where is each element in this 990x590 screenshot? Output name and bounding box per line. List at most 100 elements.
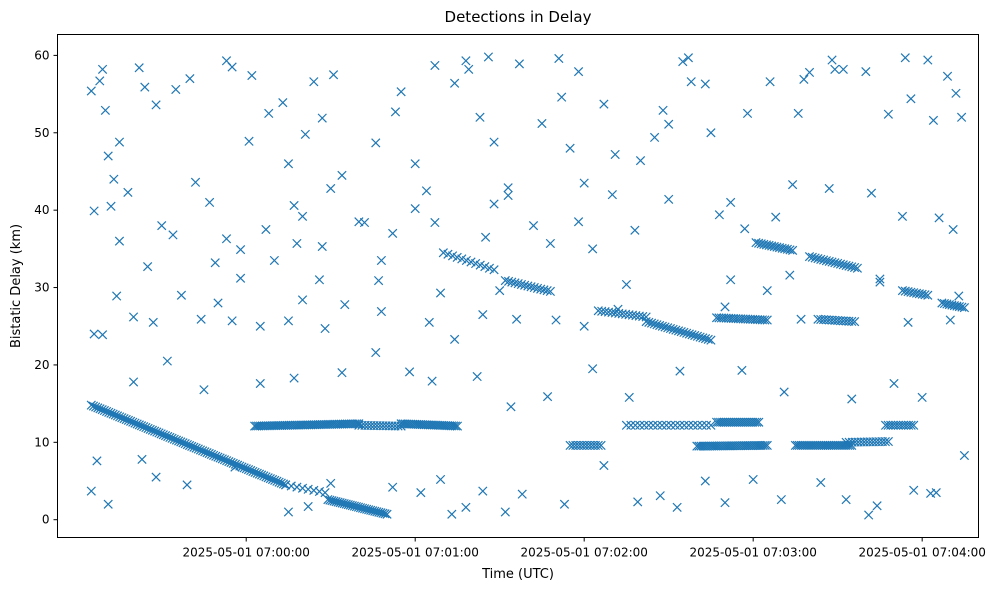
detection-marker bbox=[579, 321, 589, 331]
detection-marker bbox=[326, 183, 336, 194]
detection-marker bbox=[686, 77, 696, 87]
detection-marker bbox=[410, 203, 420, 214]
detection-marker bbox=[633, 497, 643, 507]
detection-marker bbox=[390, 107, 401, 117]
detection-marker bbox=[847, 262, 857, 272]
detection-marker bbox=[278, 479, 289, 489]
detection-marker bbox=[86, 486, 96, 496]
detection-marker bbox=[706, 420, 716, 430]
detection-marker bbox=[320, 323, 330, 334]
detection-marker bbox=[283, 159, 294, 169]
detection-marker bbox=[114, 236, 125, 246]
detection-marker bbox=[528, 221, 539, 231]
detection-marker bbox=[760, 315, 770, 325]
detection-marker bbox=[309, 485, 319, 496]
detection-marker bbox=[89, 329, 99, 339]
detection-marker bbox=[754, 417, 764, 427]
detection-marker bbox=[314, 275, 325, 285]
detection-marker bbox=[596, 440, 606, 451]
detection-marker bbox=[478, 486, 488, 496]
detection-marker bbox=[573, 217, 584, 227]
detection-marker bbox=[557, 92, 567, 102]
detection-marker bbox=[286, 481, 296, 491]
detection-marker bbox=[818, 255, 829, 265]
detection-marker bbox=[796, 314, 806, 324]
detection-marker bbox=[621, 279, 632, 290]
detection-marker bbox=[679, 420, 689, 430]
detection-marker bbox=[542, 286, 552, 296]
plot-frame bbox=[57, 34, 979, 538]
detection-marker bbox=[554, 53, 564, 64]
detection-marker bbox=[847, 394, 857, 404]
detection-marker bbox=[599, 460, 609, 471]
y-tick-label: 0 bbox=[42, 513, 50, 527]
y-tick-label: 40 bbox=[34, 203, 49, 217]
detection-marker bbox=[652, 420, 663, 430]
detection-marker bbox=[864, 510, 874, 520]
detection-marker bbox=[235, 273, 246, 283]
detection-marker bbox=[176, 290, 187, 300]
detection-marker bbox=[762, 286, 772, 296]
detection-marker bbox=[948, 224, 958, 235]
detection-marker bbox=[621, 420, 632, 430]
detection-marker bbox=[297, 211, 308, 221]
detection-marker bbox=[740, 224, 750, 234]
detection-marker bbox=[655, 491, 665, 501]
detection-marker bbox=[657, 420, 667, 430]
detection-marker bbox=[483, 52, 494, 62]
detection-marker bbox=[635, 156, 646, 166]
detection-marker bbox=[100, 105, 111, 115]
detection-marker bbox=[427, 376, 437, 386]
detection-marker bbox=[649, 132, 660, 143]
detection-marker bbox=[799, 74, 809, 85]
detection-marker bbox=[816, 254, 826, 264]
detection-marker bbox=[545, 286, 556, 297]
detection-marker bbox=[827, 257, 837, 267]
x-tick-label: 2025-05-01 07:04:00 bbox=[858, 546, 985, 560]
detection-marker bbox=[664, 119, 674, 129]
detection-marker bbox=[701, 420, 712, 430]
detection-marker bbox=[672, 502, 682, 512]
detection-marker bbox=[785, 270, 795, 280]
detection-marker bbox=[151, 472, 161, 482]
detection-marker bbox=[866, 188, 877, 198]
y-tick-label: 20 bbox=[34, 358, 49, 372]
x-axis-ticks: 2025-05-01 07:00:00 2025-05-01 07:01:00 20… bbox=[182, 537, 986, 560]
detection-marker bbox=[646, 318, 657, 328]
detection-marker bbox=[695, 332, 705, 342]
x-tick-label: 2025-05-01 07:01:00 bbox=[351, 546, 478, 560]
detection-marker bbox=[897, 211, 908, 221]
detection-marker bbox=[588, 364, 598, 374]
detection-marker bbox=[785, 245, 795, 255]
detection-marker bbox=[911, 288, 922, 298]
y-tick-label: 10 bbox=[34, 435, 49, 449]
detection-marker bbox=[289, 373, 299, 383]
detection-marker bbox=[639, 420, 649, 430]
detection-marker bbox=[247, 70, 257, 81]
detection-marker bbox=[480, 232, 491, 242]
detection-marker bbox=[261, 224, 271, 235]
detection-marker bbox=[917, 392, 927, 403]
detection-marker bbox=[326, 478, 336, 488]
detection-marker bbox=[114, 137, 125, 147]
detection-marker bbox=[255, 321, 265, 331]
detection-marker bbox=[872, 501, 882, 511]
detection-marker bbox=[698, 333, 708, 343]
detection-marker bbox=[182, 480, 192, 490]
detection-marker bbox=[264, 108, 274, 119]
detection-marker bbox=[244, 136, 254, 146]
detection-marker bbox=[923, 290, 933, 300]
detection-marker bbox=[760, 440, 770, 451]
detection-marker bbox=[720, 302, 730, 312]
detection-marker bbox=[959, 450, 970, 461]
detection-marker bbox=[300, 129, 310, 139]
detection-marker bbox=[692, 331, 703, 341]
detection-marker bbox=[920, 290, 930, 300]
detection-marker bbox=[635, 420, 645, 430]
detection-marker bbox=[679, 327, 689, 338]
x-axis-label: Time (UTC) bbox=[481, 567, 554, 582]
detection-marker bbox=[464, 64, 474, 74]
y-tick-label: 50 bbox=[34, 126, 49, 140]
detection-marker bbox=[664, 194, 674, 204]
